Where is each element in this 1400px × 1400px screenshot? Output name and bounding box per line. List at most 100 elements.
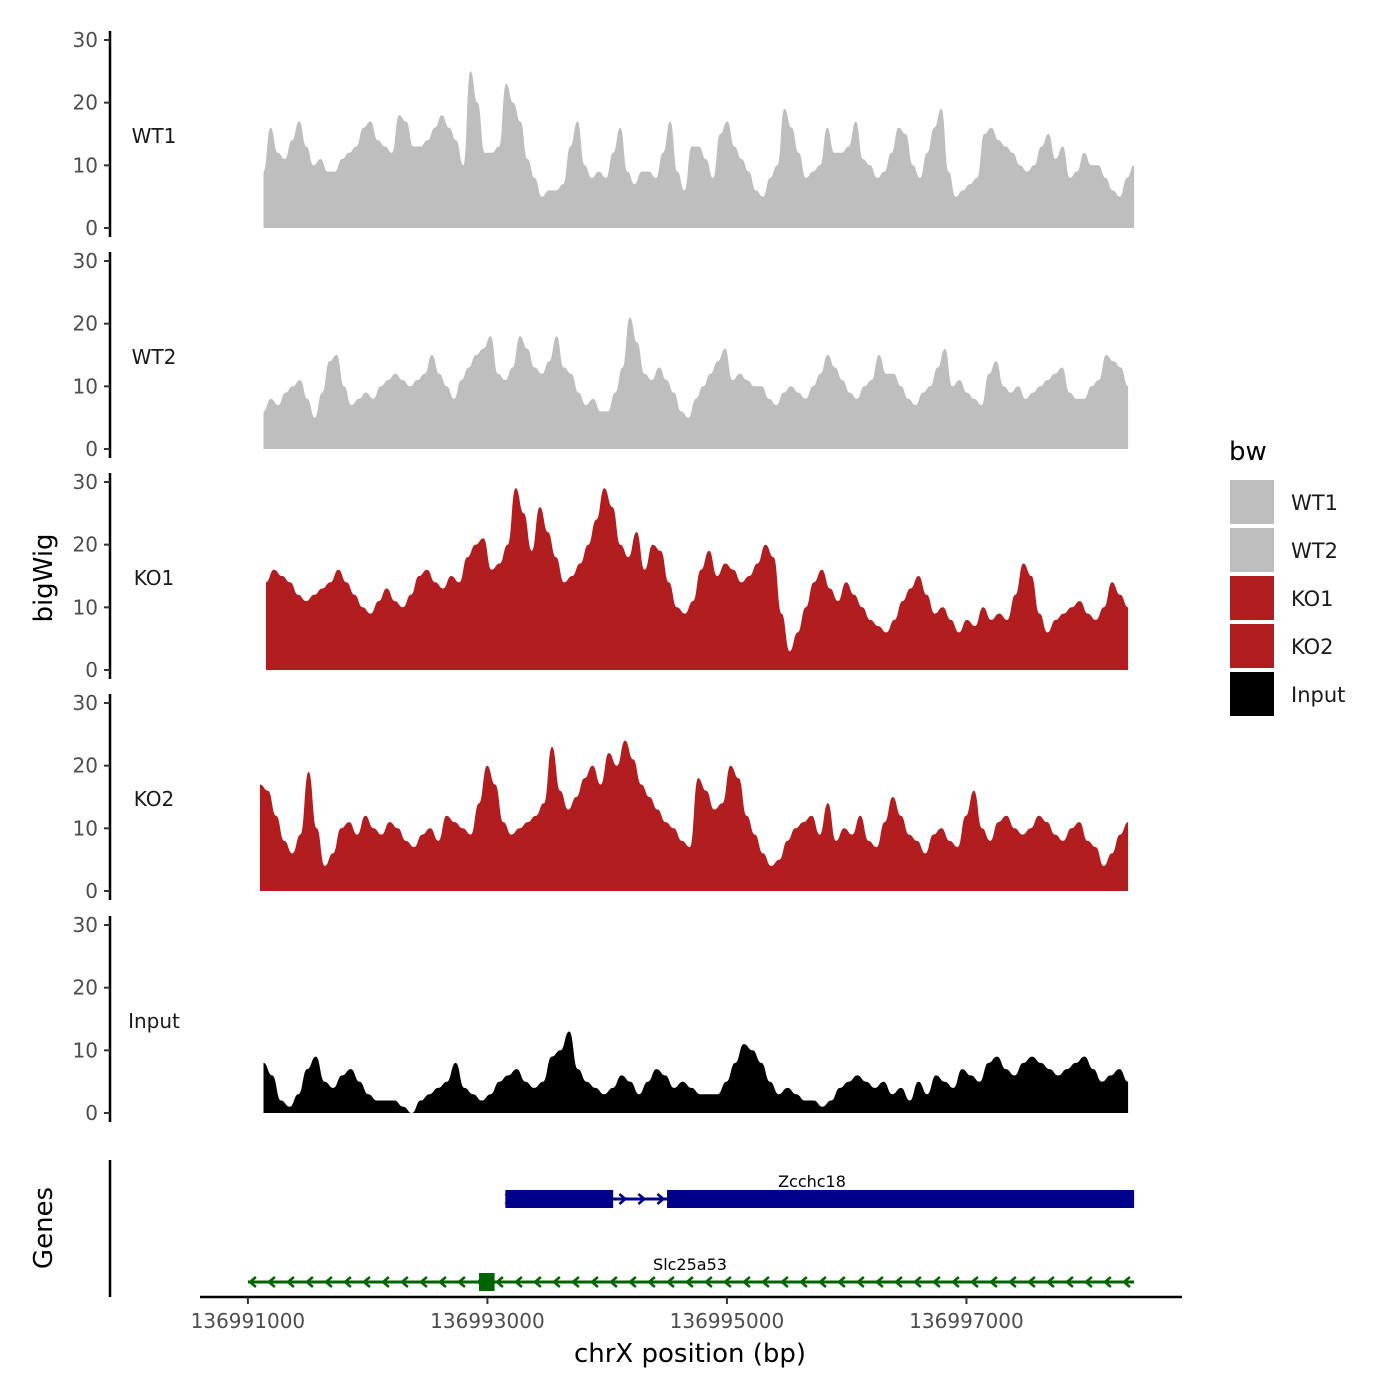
genes-axis-title: Genes <box>29 1187 59 1269</box>
legend-label-ko1: KO1 <box>1291 587 1334 611</box>
x-tick-label-136995000: 136995000 <box>670 1309 785 1333</box>
strand-arrow <box>304 1276 314 1288</box>
signal-area-input <box>263 1031 1129 1113</box>
strand-arrow <box>323 1276 333 1288</box>
strand-arrow <box>1121 1276 1131 1288</box>
strand-arrow <box>1064 1276 1074 1288</box>
strand-arrow <box>399 1276 409 1288</box>
y-tick-label-wt2-20: 20 <box>73 312 98 336</box>
y-tick-label-wt1-0: 0 <box>85 216 98 240</box>
y-tick-label-wt1-20: 20 <box>73 91 98 115</box>
legend-key-ko1 <box>1230 576 1274 620</box>
strand-arrow <box>722 1276 732 1288</box>
legend-key-wt1 <box>1230 480 1274 524</box>
strand-arrow <box>1045 1276 1055 1288</box>
track-label-wt1: WT1 <box>132 124 177 148</box>
legend-key-wt2 <box>1230 528 1274 572</box>
strand-arrow <box>798 1276 808 1288</box>
y-tick-label-ko1-10: 10 <box>73 595 98 619</box>
y-axis-title: bigWig <box>29 533 59 622</box>
y-tick-label-ko2-30: 30 <box>73 691 98 715</box>
track-input: 0 10 20 30 Input <box>73 913 1129 1125</box>
strand-arrow <box>589 1276 599 1288</box>
strand-arrow <box>247 1276 257 1288</box>
strand-arrow <box>912 1276 922 1288</box>
exon-slc25a53-1 <box>479 1273 495 1291</box>
legend-label-ko2: KO2 <box>1291 635 1334 659</box>
legend-key-ko2 <box>1230 624 1274 668</box>
y-tick-label-wt2-30: 30 <box>73 249 98 273</box>
y-tick-label-ko1-30: 30 <box>73 470 98 494</box>
strand-arrow <box>1102 1276 1112 1288</box>
gene-zcchc18: Zcchc18 <box>504 1172 1135 1208</box>
track-ko1: 0 10 20 30 KO1 <box>73 470 1129 682</box>
legend-label-wt1: WT1 <box>1291 491 1338 515</box>
strand-arrow <box>418 1276 428 1288</box>
strand-arrow <box>684 1276 694 1288</box>
strand-arrow <box>380 1276 390 1288</box>
strand-arrow <box>950 1276 960 1288</box>
strand-arrow <box>551 1276 561 1288</box>
y-tick-label-input-20: 20 <box>73 976 98 1000</box>
signal-area-wt1 <box>263 71 1135 228</box>
strand-arrow <box>836 1276 846 1288</box>
strand-arrow <box>437 1276 447 1288</box>
strand-arrow <box>456 1276 466 1288</box>
signal-area-wt2 <box>263 317 1129 449</box>
strand-arrow <box>1083 1276 1093 1288</box>
strand-arrow <box>779 1276 789 1288</box>
y-tick-label-input-30: 30 <box>73 913 98 937</box>
gene-label-zcchc18: Zcchc18 <box>778 1172 846 1191</box>
legend-key-input <box>1230 672 1274 716</box>
strand-arrow <box>285 1276 295 1288</box>
genes-track: Zcchc18 Slc25a53 <box>108 1160 1135 1297</box>
strand-arrow <box>637 1193 647 1205</box>
gene-slc25a53: Slc25a53 <box>247 1255 1135 1291</box>
y-tick-label-ko2-0: 0 <box>85 879 98 903</box>
y-tick-label-ko2-10: 10 <box>73 816 98 840</box>
legend-label-wt2: WT2 <box>1291 539 1338 563</box>
gene-label-slc25a53: Slc25a53 <box>653 1255 727 1274</box>
strand-arrow <box>513 1276 523 1288</box>
y-tick-label-ko1-0: 0 <box>85 658 98 682</box>
signal-area-ko1 <box>265 488 1129 670</box>
strand-arrow <box>608 1276 618 1288</box>
strand-arrow <box>874 1276 884 1288</box>
strand-arrow <box>931 1276 941 1288</box>
y-tick-label-wt1-30: 30 <box>73 28 98 52</box>
strand-arrow <box>760 1276 770 1288</box>
x-tick-label-136993000: 136993000 <box>430 1309 545 1333</box>
strand-arrow <box>532 1276 542 1288</box>
y-tick-label-wt1-10: 10 <box>73 153 98 177</box>
exon-zcchc18-1 <box>505 1190 614 1208</box>
strand-arrow <box>570 1276 580 1288</box>
strand-arrow <box>855 1276 865 1288</box>
legend: bw WT1 WT2 KO1 KO2 Input <box>1229 437 1345 716</box>
track-label-ko1: KO1 <box>134 566 175 590</box>
legend-label-input: Input <box>1291 683 1345 707</box>
y-tick-label-wt2-0: 0 <box>85 437 98 461</box>
signal-area-ko2 <box>259 740 1129 891</box>
track-wt2: 0 10 20 30 WT2 <box>73 249 1129 461</box>
track-label-wt2: WT2 <box>132 345 177 369</box>
track-ko2: 0 10 20 30 KO2 <box>73 691 1129 903</box>
y-tick-label-input-0: 0 <box>85 1101 98 1125</box>
x-axis: 136991000 136993000 136995000 136997000 <box>191 1295 1182 1333</box>
track-label-ko2: KO2 <box>134 787 175 811</box>
strand-arrow <box>656 1193 666 1205</box>
strand-arrow <box>1026 1276 1036 1288</box>
strand-arrow <box>703 1276 713 1288</box>
strand-arrow <box>627 1276 637 1288</box>
strand-arrow <box>361 1276 371 1288</box>
strand-arrow <box>494 1276 504 1288</box>
y-tick-label-wt2-10: 10 <box>73 374 98 398</box>
strand-arrow <box>969 1276 979 1288</box>
strand-arrow <box>665 1276 675 1288</box>
x-tick-label-136997000: 136997000 <box>909 1309 1024 1333</box>
strand-arrow <box>817 1276 827 1288</box>
x-axis-title: chrX position (bp) <box>574 1339 806 1369</box>
track-wt1: 0 10 20 30 WT1 <box>73 28 1135 240</box>
signal-tracks: 0 10 20 30 WT1 0 10 20 30 WT2 0 10 20 30 KO1 0 10 20 30 KO2… <box>73 28 1135 1125</box>
y-tick-label-ko1-20: 20 <box>73 533 98 557</box>
